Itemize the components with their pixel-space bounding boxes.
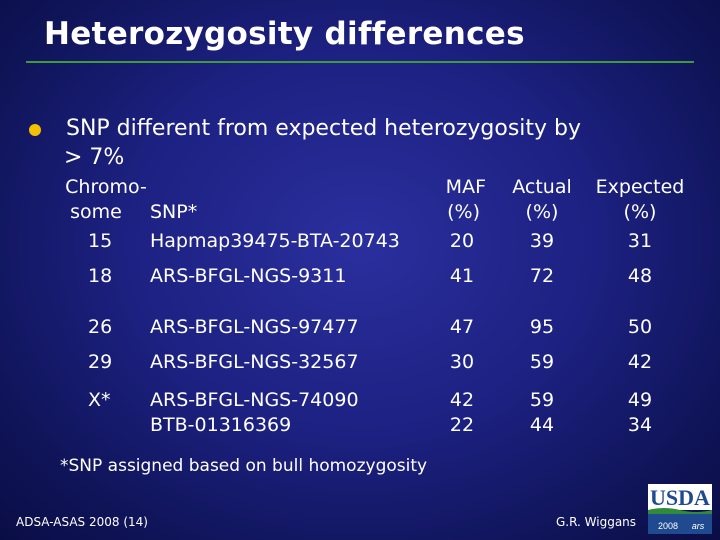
title-divider: [26, 61, 694, 63]
bullet-line-1: SNP different from expected heterozygosi…: [66, 116, 582, 141]
header-expected-line2: (%): [623, 201, 657, 223]
table-cell-actual: 72: [529, 265, 555, 287]
table-cell-expected: 48: [627, 265, 653, 287]
header-expected-line1: Expected: [595, 176, 685, 198]
svg-text:ars: ars: [692, 521, 705, 531]
table-cell-actual-line2: 44: [529, 414, 555, 436]
footer-author: G.R. Wiggans: [556, 515, 637, 529]
table-cell-chromosome: 29: [88, 351, 113, 373]
table-cell-maf-line2: 22: [449, 414, 475, 436]
table-cell-maf: 42: [449, 389, 475, 411]
table-cell-maf: 20: [449, 230, 475, 252]
table-cell-actual: 59: [529, 389, 555, 411]
header-actual-line1: Actual: [512, 176, 572, 198]
table-cell-chromosome: 26: [88, 316, 113, 338]
svg-text:USDA: USDA: [650, 485, 710, 510]
table-cell-snp-line2: BTB-01316369: [150, 414, 292, 436]
table-cell-snp: ARS-BFGL-NGS-9311: [150, 265, 347, 287]
table-cell-expected: 42: [627, 351, 653, 373]
slide-title: Heterozygosity differences: [44, 16, 525, 52]
table-cell-expected: 49: [627, 389, 653, 411]
table-cell-chromosome: 18: [88, 265, 113, 287]
svg-text:2008: 2008: [658, 521, 678, 531]
header-chromosome-line2: some: [70, 201, 122, 223]
table-cell-chromosome: 15: [88, 230, 113, 252]
table-cell-expected-line2: 34: [627, 414, 653, 436]
header-actual-line2: (%): [525, 201, 559, 223]
table-cell-expected: 31: [627, 230, 653, 252]
bullet-text: SNP different from expected heterozygosi…: [64, 114, 666, 172]
header-maf-line2: (%): [447, 201, 480, 223]
table-cell-actual: 95: [529, 316, 555, 338]
table-cell-chromosome: X*: [88, 389, 111, 411]
header-snp: SNP*: [150, 201, 198, 223]
table-cell-snp: ARS-BFGL-NGS-97477: [150, 316, 359, 338]
bullet-line-2: > 7%: [64, 145, 125, 170]
usda-logo-icon: USDA 2008 ars: [648, 484, 712, 534]
table-cell-snp: Hapmap39475-BTA-20743: [150, 230, 400, 252]
table-cell-maf: 47: [449, 316, 475, 338]
footer-conference: ADSA-ASAS 2008 (14): [16, 515, 148, 529]
table-cell-snp: ARS-BFGL-NGS-74090: [150, 389, 359, 411]
footnote: *SNP assigned based on bull homozygosity: [60, 456, 428, 476]
header-chromosome-line1: Chromo-: [65, 176, 147, 198]
usda-logo: USDA 2008 ars: [648, 484, 712, 534]
table-cell-maf: 41: [449, 265, 475, 287]
bullet-icon: [29, 124, 41, 136]
table-cell-expected: 50: [627, 316, 653, 338]
header-maf-line1: MAF: [445, 176, 486, 198]
table-cell-snp: ARS-BFGL-NGS-32567: [150, 351, 359, 373]
table-cell-actual: 39: [529, 230, 555, 252]
table-cell-actual: 59: [529, 351, 555, 373]
table-cell-maf: 30: [449, 351, 475, 373]
